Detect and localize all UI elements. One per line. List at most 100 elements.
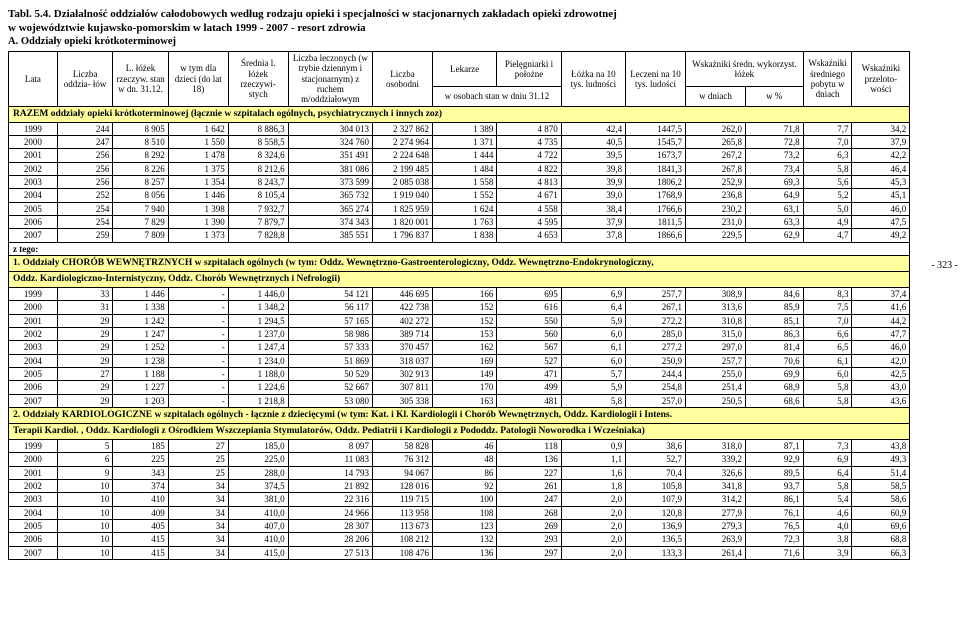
- cell: -: [168, 354, 228, 367]
- cell: 1 348,2: [228, 301, 288, 314]
- cell: 14 793: [288, 466, 372, 479]
- cell: 341,8: [686, 479, 746, 492]
- cell: 4 595: [497, 216, 561, 229]
- cell: 415: [113, 533, 168, 546]
- cell: 24 966: [288, 506, 372, 519]
- cell: 1 188: [113, 367, 168, 380]
- cell: 422 738: [373, 301, 433, 314]
- cell: 2002: [9, 162, 58, 175]
- cell: 256: [57, 162, 112, 175]
- cell: 7,0: [803, 314, 852, 327]
- cell: 254: [57, 216, 112, 229]
- cell: 269: [497, 519, 561, 532]
- cell: 4 722: [497, 149, 561, 162]
- cell: 162: [432, 341, 496, 354]
- cell: 7 879,7: [228, 216, 288, 229]
- cell: 6,1: [803, 354, 852, 367]
- cell: 415,0: [228, 546, 288, 559]
- cell: 37,9: [561, 216, 625, 229]
- cell: 5,9: [561, 381, 625, 394]
- cell: 136: [432, 546, 496, 559]
- cell: 1999: [9, 287, 58, 300]
- cell: 133,3: [626, 546, 686, 559]
- cell: 166: [432, 287, 496, 300]
- cell: 64,9: [745, 189, 803, 202]
- cell: 7,3: [803, 439, 852, 452]
- cell: 123: [432, 519, 496, 532]
- cell: 87,1: [745, 439, 803, 452]
- cell: 244: [57, 122, 112, 135]
- cell: 8 226: [113, 162, 168, 175]
- cell: 34: [168, 493, 228, 506]
- cell: 616: [497, 301, 561, 314]
- cell: 1 227: [113, 381, 168, 394]
- cell: 25: [168, 453, 228, 466]
- cell: 41,6: [852, 301, 910, 314]
- col-dzieci: w tym dla dzieci (do lat 18): [168, 52, 228, 107]
- table-row: 2003291 252-1 247,457 333370 4571625676,…: [9, 341, 960, 354]
- cell: 252,9: [686, 176, 746, 189]
- cell: 1 820 001: [373, 216, 433, 229]
- cell: 10: [57, 506, 112, 519]
- cell: 42,0: [852, 354, 910, 367]
- table-row: 20041040934410,024 966113 9581082682,012…: [9, 506, 960, 519]
- table-title-line2: w województwie kujawsko-pomorskim w lata…: [8, 22, 960, 34]
- cell: 1 919 040: [373, 189, 433, 202]
- cell: 7 828,8: [228, 229, 288, 242]
- cell: 1 294,5: [228, 314, 288, 327]
- cell: 93,7: [745, 479, 803, 492]
- cell: 1 398: [168, 202, 228, 215]
- cell: 310,8: [686, 314, 746, 327]
- table-row: 2006291 227-1 224,652 667307 8111704995,…: [9, 381, 960, 394]
- cell: 6,0: [561, 354, 625, 367]
- cell: 2,0: [561, 506, 625, 519]
- cell: 34: [168, 519, 228, 532]
- cell: 2006: [9, 381, 58, 394]
- cell: 7 940: [113, 202, 168, 215]
- cell: 68,8: [852, 533, 910, 546]
- cell: 105,8: [626, 479, 686, 492]
- table-row: 20021037434374,521 892128 016922611,8105…: [9, 479, 960, 492]
- cell: 481: [497, 394, 561, 407]
- cell: 277,2: [626, 341, 686, 354]
- cell: 365 732: [288, 189, 372, 202]
- cell: 308,9: [686, 287, 746, 300]
- cell: 2 085 038: [373, 176, 433, 189]
- cell: 1 446: [168, 189, 228, 202]
- cell: 29: [57, 354, 112, 367]
- cell: 1768,9: [626, 189, 686, 202]
- cell: 68,6: [745, 394, 803, 407]
- cell: 1 373: [168, 229, 228, 242]
- cell: 250,5: [686, 394, 746, 407]
- cell: 1 838: [432, 229, 496, 242]
- cell: 34: [168, 533, 228, 546]
- cell: 1 642: [168, 122, 228, 135]
- cell: 267,8: [686, 162, 746, 175]
- cell: 108 212: [373, 533, 433, 546]
- cell: 34: [168, 546, 228, 559]
- cell: 2,0: [561, 519, 625, 532]
- cell: 47,7: [852, 327, 910, 340]
- cell: 5: [57, 439, 112, 452]
- cell: 1673,7: [626, 149, 686, 162]
- cell: 244,4: [626, 367, 686, 380]
- cell: 100: [432, 493, 496, 506]
- cell: 254: [57, 202, 112, 215]
- cell: 11 083: [288, 453, 372, 466]
- section-a-heading: A. Oddziały opieki krótkoterminowej: [8, 36, 960, 47]
- cell: -: [168, 394, 228, 407]
- cell: 108: [432, 506, 496, 519]
- cell: 70,6: [745, 354, 803, 367]
- cell: 6,0: [561, 327, 625, 340]
- cell: 69,3: [745, 176, 803, 189]
- cell: 1 444: [432, 149, 496, 162]
- cell: 261: [497, 479, 561, 492]
- cell: 72,8: [745, 135, 803, 148]
- cell: 1447,5: [626, 122, 686, 135]
- cell: 136,5: [626, 533, 686, 546]
- cell: 107,9: [626, 493, 686, 506]
- cell: 4 870: [497, 122, 561, 135]
- cell: 92: [432, 479, 496, 492]
- cell: 153: [432, 327, 496, 340]
- cell: 27: [168, 439, 228, 452]
